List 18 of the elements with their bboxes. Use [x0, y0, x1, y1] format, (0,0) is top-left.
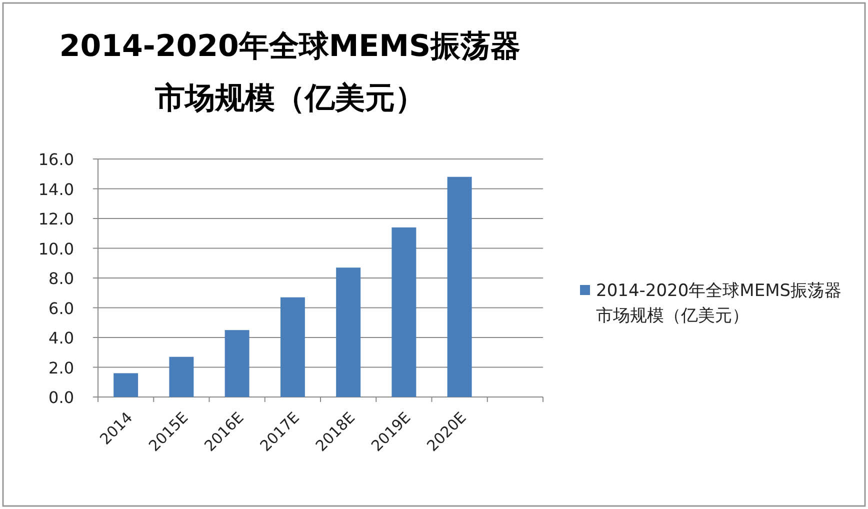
- y-tick-label: 8.0: [48, 269, 74, 288]
- y-tick-label: 12.0: [38, 210, 74, 228]
- y-tick-label: 2.0: [48, 358, 74, 378]
- y-tick-label: 0.0: [48, 388, 74, 407]
- legend-label: 2014-2020年全球MEMS振荡器市场规模（亿美元）: [596, 281, 842, 326]
- y-tick-label: 6.0: [48, 298, 74, 318]
- chart-title: 2014-2020年全球MEMS振荡器市场规模（亿美元）: [59, 29, 521, 116]
- bar: [280, 297, 305, 397]
- bar: [169, 356, 194, 397]
- y-tick-label: 16.0: [38, 150, 74, 169]
- bar: [114, 373, 138, 397]
- bar: [336, 268, 361, 397]
- bar: [224, 330, 250, 397]
- y-tick-label: 4.0: [48, 328, 74, 348]
- bar: [392, 227, 416, 397]
- y-tick-label: 14.0: [38, 180, 74, 199]
- y-tick-label: 10.0: [38, 239, 74, 258]
- bar: [447, 176, 472, 397]
